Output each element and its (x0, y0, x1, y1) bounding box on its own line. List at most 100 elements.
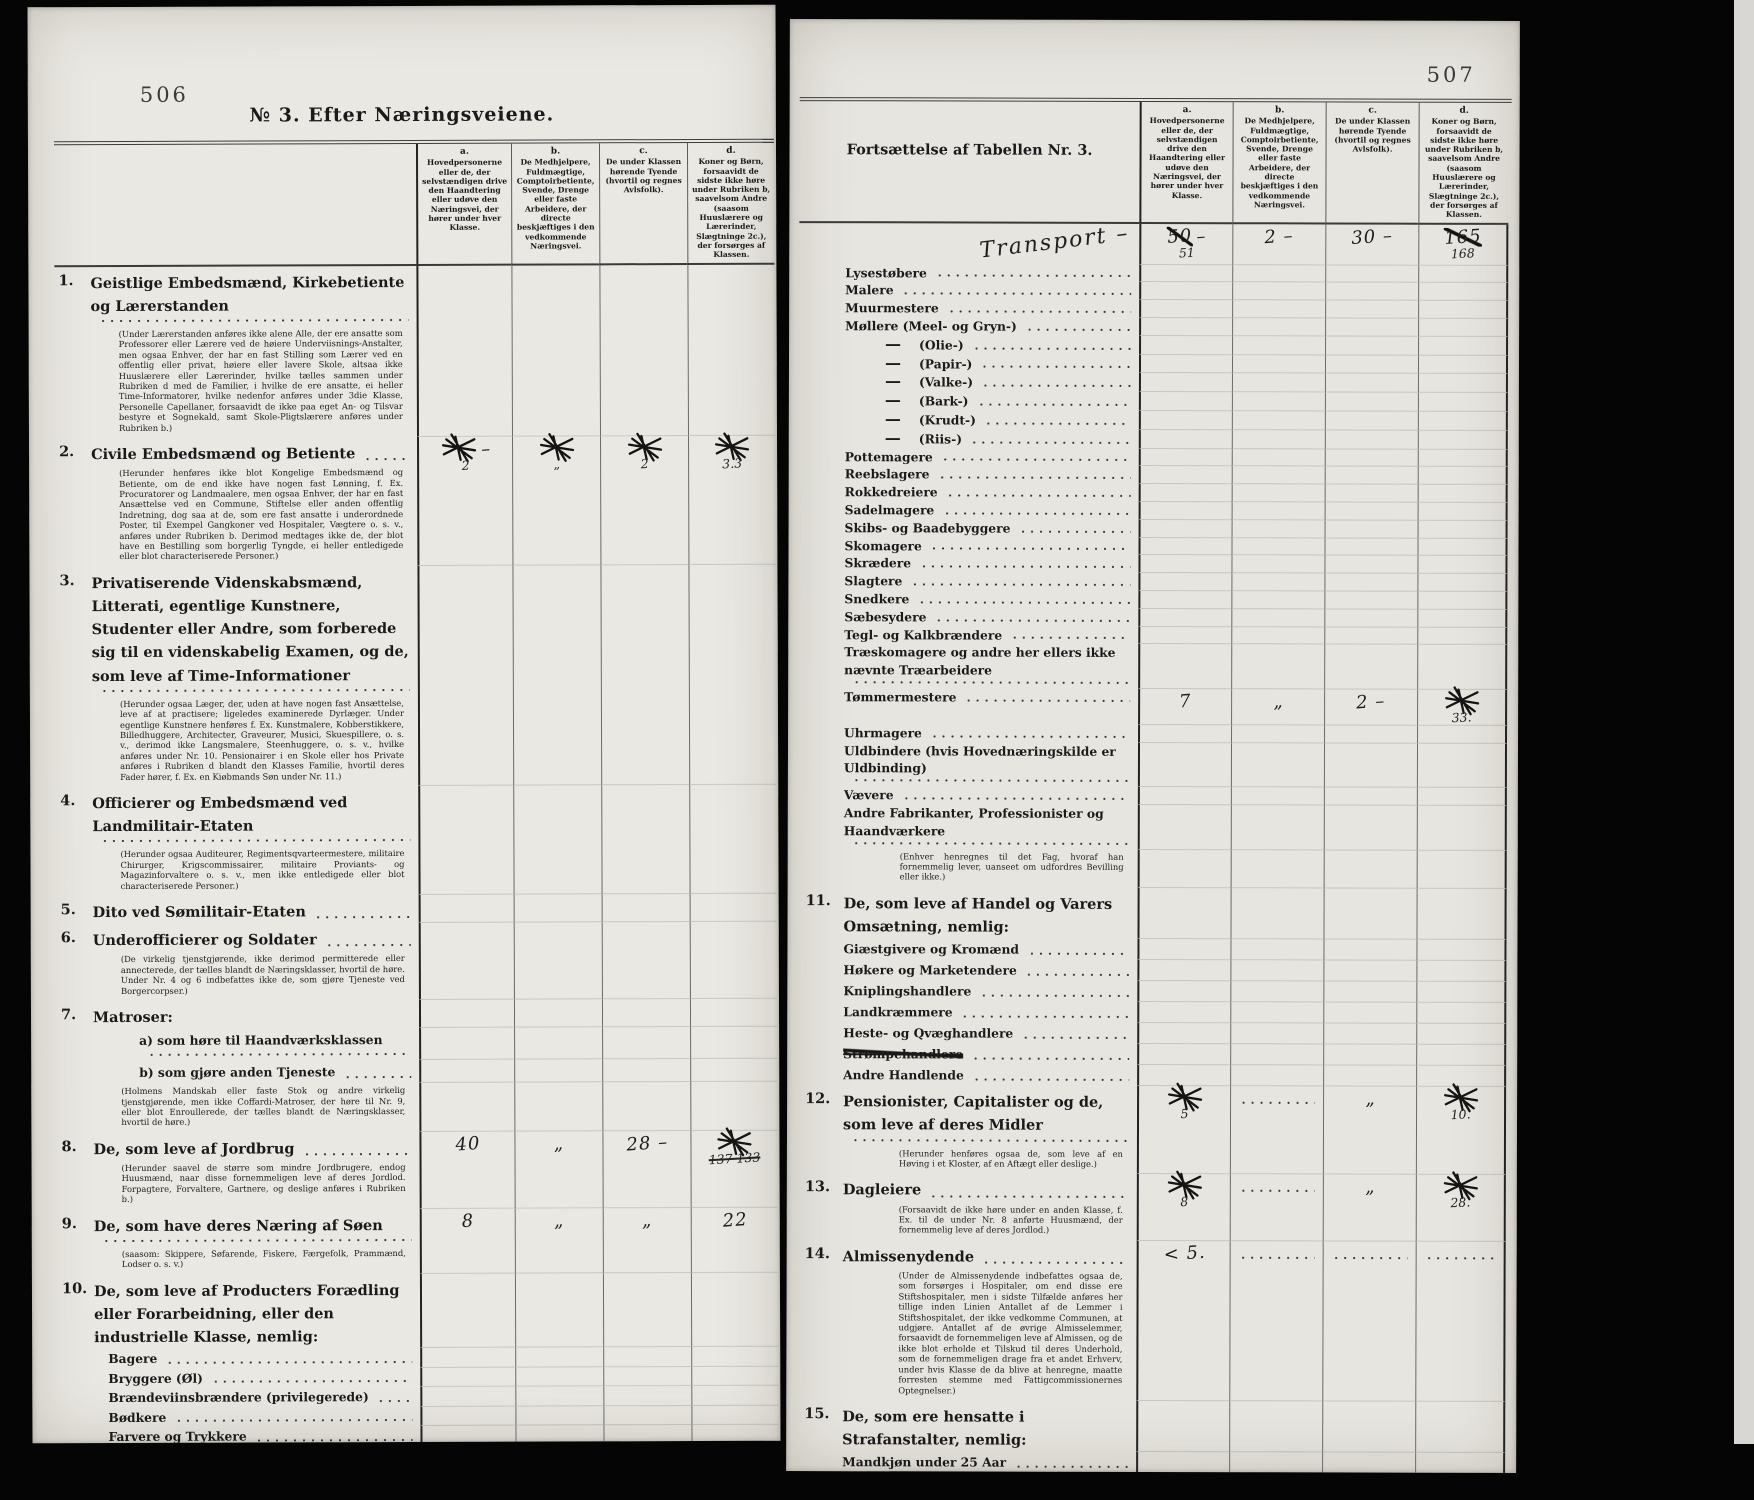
row-label: De, som ere hensatte i Strafanstalter, n… (842, 1408, 1027, 1449)
row-description: — (Bark-) (799, 390, 1139, 411)
value-cell: „ (1322, 1174, 1416, 1242)
table-row: — (Valke-) (799, 372, 1511, 394)
dotted-leader (971, 1055, 1130, 1063)
value-cell (1324, 573, 1418, 592)
row-label: Underofficierer og Soldater (92, 931, 317, 950)
row-description: Andre Fabrikanter, Professionister og Ha… (798, 804, 1138, 849)
row-number: 9. (61, 1214, 77, 1232)
row-label: Farvere og Trykkere (108, 1428, 247, 1444)
value-cell: 5 (1136, 1082, 1231, 1175)
value-cell (601, 894, 690, 923)
table-row: Bødkere (58, 1405, 779, 1427)
correction-number: 3.3 (721, 455, 743, 472)
row-description: Mandkjøn under 25 Aar (796, 1451, 1136, 1473)
row-description: 3. Privatiserende Videnskabsmænd, Littera… (55, 566, 418, 787)
row-description: 9. De, som have deres Næring af Søen (saas… (58, 1209, 420, 1275)
correction-number: 8 (1179, 1194, 1189, 1210)
value-cell (687, 264, 775, 437)
table-row: — (Papir-) (799, 353, 1511, 375)
value-cell (1323, 1044, 1417, 1066)
table-row: 4. Officierer og Embedsmænd ved Landmilit… (56, 784, 777, 897)
dotted-leader (917, 599, 1131, 606)
value-cell (603, 1366, 692, 1387)
row-note: (Enhver henregnes til det Fag, hvoraf ha… (899, 851, 1124, 882)
value-cell (690, 1026, 778, 1060)
value-cell (1139, 282, 1233, 301)
dotted-leader (964, 697, 1131, 704)
value-cell (1137, 939, 1231, 961)
row-description: Rokkedreiere (799, 483, 1139, 502)
scanned-page-right: 507 Fortsættelse af Tabellen Nr. 3. a. Ho… (786, 19, 1520, 1473)
value-cell (1232, 335, 1326, 355)
value-cell (418, 999, 515, 1029)
value-cell (1231, 555, 1325, 574)
value-cell (1415, 1401, 1506, 1454)
handwritten-cell-value: „ (1324, 1175, 1416, 1199)
dotted-leader (981, 382, 1131, 390)
row-description: a) som høre til Haandværksklassen (57, 1028, 419, 1061)
value-cell (420, 1386, 516, 1407)
row-number: 6. (60, 929, 76, 947)
value-cell: „ (1231, 689, 1325, 726)
value-cell (1137, 805, 1231, 850)
ditto-dash: — (884, 390, 901, 410)
dotted-filler (1238, 1188, 1315, 1194)
table-row: 9. De, som have deres Næring af Søen (saas… (58, 1207, 778, 1275)
row-label: De, som leve af Jordbrug (93, 1140, 295, 1158)
value-cell (1325, 318, 1419, 337)
row-label: De, som leve af Handel og Varers Omsætni… (843, 895, 1113, 936)
table-row: 5. Dito ved Sømilitair-Etaten (57, 893, 777, 925)
row-description: Tegl- og Kalkbrændere (798, 626, 1138, 645)
value-cell (601, 785, 690, 895)
table-row: Tegl- og Kalkbrændere (798, 626, 1510, 646)
value-cell (1324, 430, 1418, 450)
row-description: 6. Underofficierer og Soldater (De virkeli… (57, 923, 419, 1001)
table-row: Rokkedreiere (799, 483, 1511, 503)
value-cell (1138, 519, 1232, 538)
row-label: Civile Embedsmænd og Betiente (91, 445, 356, 464)
row-label: Privatiserende Videnskabsmænd, Litterati… (91, 573, 409, 685)
value-cell (602, 1272, 692, 1348)
dotted-leader (313, 914, 411, 921)
row-description: Skomagere (799, 537, 1139, 556)
value-cell (1229, 1401, 1323, 1453)
value-cell (1136, 1400, 1230, 1453)
value-cell: 2 (599, 432, 689, 566)
value-cell (511, 264, 600, 437)
handwritten-number: 7 (1178, 690, 1193, 713)
table-row: Kniplingshandlere (797, 980, 1509, 1004)
value-cell (1230, 787, 1324, 806)
handwritten-number: „ (1363, 1176, 1376, 1199)
value-cell (1323, 1065, 1417, 1087)
row-description: 1. Geistlige Embedsmænd, Kirkebetiente og… (54, 266, 417, 439)
col-header-a: a. Hovedpersonerne eller de, der selvstæn… (1139, 101, 1233, 224)
handwritten-number: „ (1364, 1088, 1376, 1111)
value-cell (691, 1405, 779, 1426)
page-number-left: 506 (139, 82, 189, 107)
handwritten-cell-value: 10. (1417, 1083, 1504, 1123)
handwritten-cell-value: 33. (1418, 686, 1505, 725)
table-row: Andre Handlende (797, 1064, 1509, 1088)
value-cell (599, 264, 688, 437)
value-cell (1136, 1452, 1230, 1473)
dotted-leader (363, 456, 410, 463)
value-cell (1139, 264, 1233, 283)
dotted-leader (946, 308, 1132, 315)
dotted-leader (919, 563, 1131, 571)
dotted-leader (851, 839, 1130, 847)
row-label: (Valke-) (918, 374, 974, 390)
value-cell (515, 1386, 604, 1407)
value-cell (1323, 981, 1417, 1003)
row-number: 2. (59, 443, 75, 461)
value-cell: „ (514, 1131, 603, 1209)
value-cell (419, 1273, 516, 1349)
table-row: Skrædere (798, 554, 1510, 575)
handwritten-number: „ (641, 1209, 654, 1232)
row-label: Landkræmmere (843, 1004, 953, 1020)
row-description: 14. Almissenydende (Under de Almissenydend… (796, 1240, 1136, 1401)
table-row: Tømmermestere 7 „ 2 – 33. (798, 686, 1510, 726)
value-cell (1324, 354, 1419, 375)
dotted-leader (901, 290, 1132, 298)
row-description: Snedkere (798, 590, 1138, 609)
row-description: Bryggere (Øl) (58, 1368, 420, 1389)
